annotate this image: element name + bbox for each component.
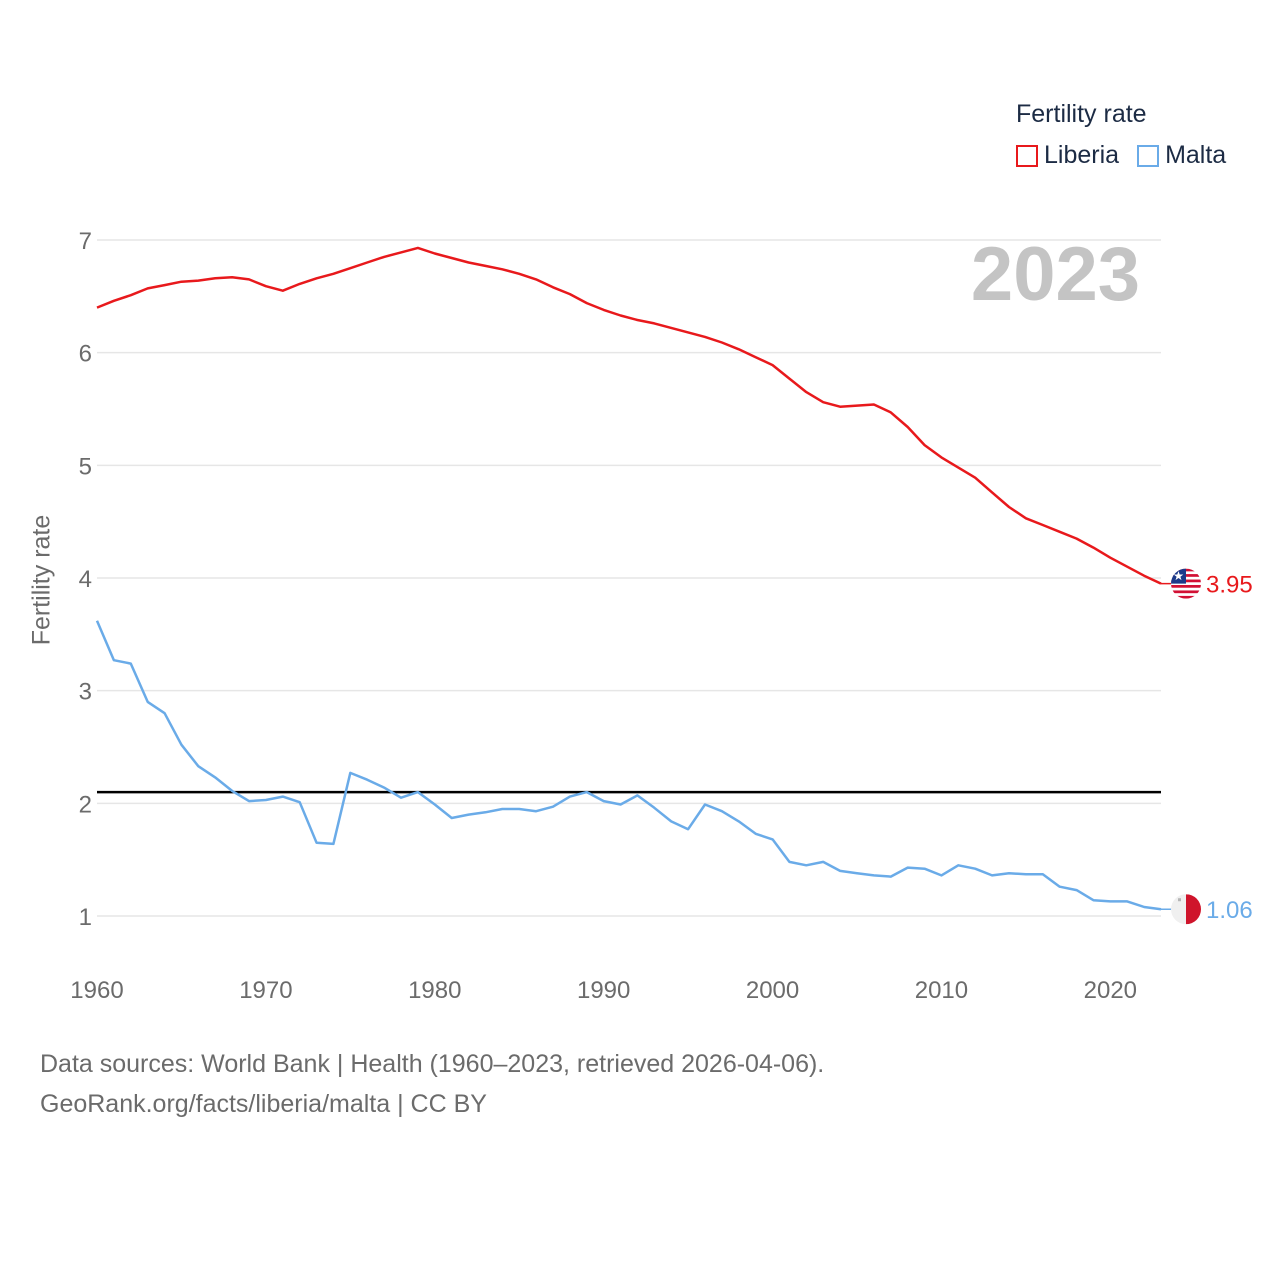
legend: Liberia Malta (1016, 141, 1244, 170)
x-tick-1960: 1960 (70, 977, 123, 1004)
y-tick-5: 5 (79, 453, 92, 480)
end-label-malta: 1.06 (1206, 897, 1253, 924)
end-markers: 3.95 1.06 (1161, 568, 1253, 925)
x-tick-2010: 2010 (915, 977, 968, 1004)
y-axis-title: Fertility rate (27, 514, 56, 646)
legend-swatch-malta (1137, 144, 1160, 167)
legend-label-malta: Malta (1165, 141, 1227, 169)
y-tick-2: 2 (79, 791, 92, 818)
y-tick-3: 3 (79, 679, 92, 706)
footer-link[interactable]: GeoRank.org/facts/liberia/malta | CC BY (40, 1090, 487, 1118)
end-label-liberia: 3.95 (1206, 572, 1253, 599)
series-line-malta (95, 620, 1162, 911)
x-tick-1970: 1970 (239, 977, 292, 1004)
gridlines (97, 239, 1161, 917)
y-axis-ticks: 1 2 3 4 5 6 7 (79, 228, 92, 931)
y-tick-1: 1 (79, 904, 92, 931)
x-axis-ticks: 1960 1970 1980 1990 2000 2010 2020 (70, 977, 1137, 1004)
legend-title: Fertility rate (1016, 100, 1147, 128)
legend-item-malta[interactable]: Malta (1137, 141, 1226, 170)
legend-item-liberia[interactable]: Liberia (1016, 141, 1119, 170)
y-tick-7: 7 (79, 228, 92, 255)
y-tick-4: 4 (79, 566, 92, 593)
footer-sources: Data sources: World Bank | Health (1960–… (40, 1050, 825, 1078)
liberia-flag-icon (1171, 568, 1201, 599)
series-line-liberia (96, 246, 1162, 585)
x-tick-1990: 1990 (577, 977, 630, 1004)
y-tick-6: 6 (79, 341, 92, 368)
year-watermark: 2023 (971, 232, 1140, 317)
legend-label-liberia: Liberia (1044, 141, 1120, 169)
series-lines (95, 246, 1162, 911)
footer: Data sources: World Bank | Health (1960–… (40, 1044, 824, 1124)
legend-swatch-liberia (1016, 144, 1038, 167)
x-tick-1980: 1980 (408, 977, 461, 1004)
x-tick-2000: 2000 (746, 977, 799, 1004)
malta-flag-icon (1171, 894, 1201, 925)
x-tick-2020: 2020 (1084, 977, 1137, 1004)
